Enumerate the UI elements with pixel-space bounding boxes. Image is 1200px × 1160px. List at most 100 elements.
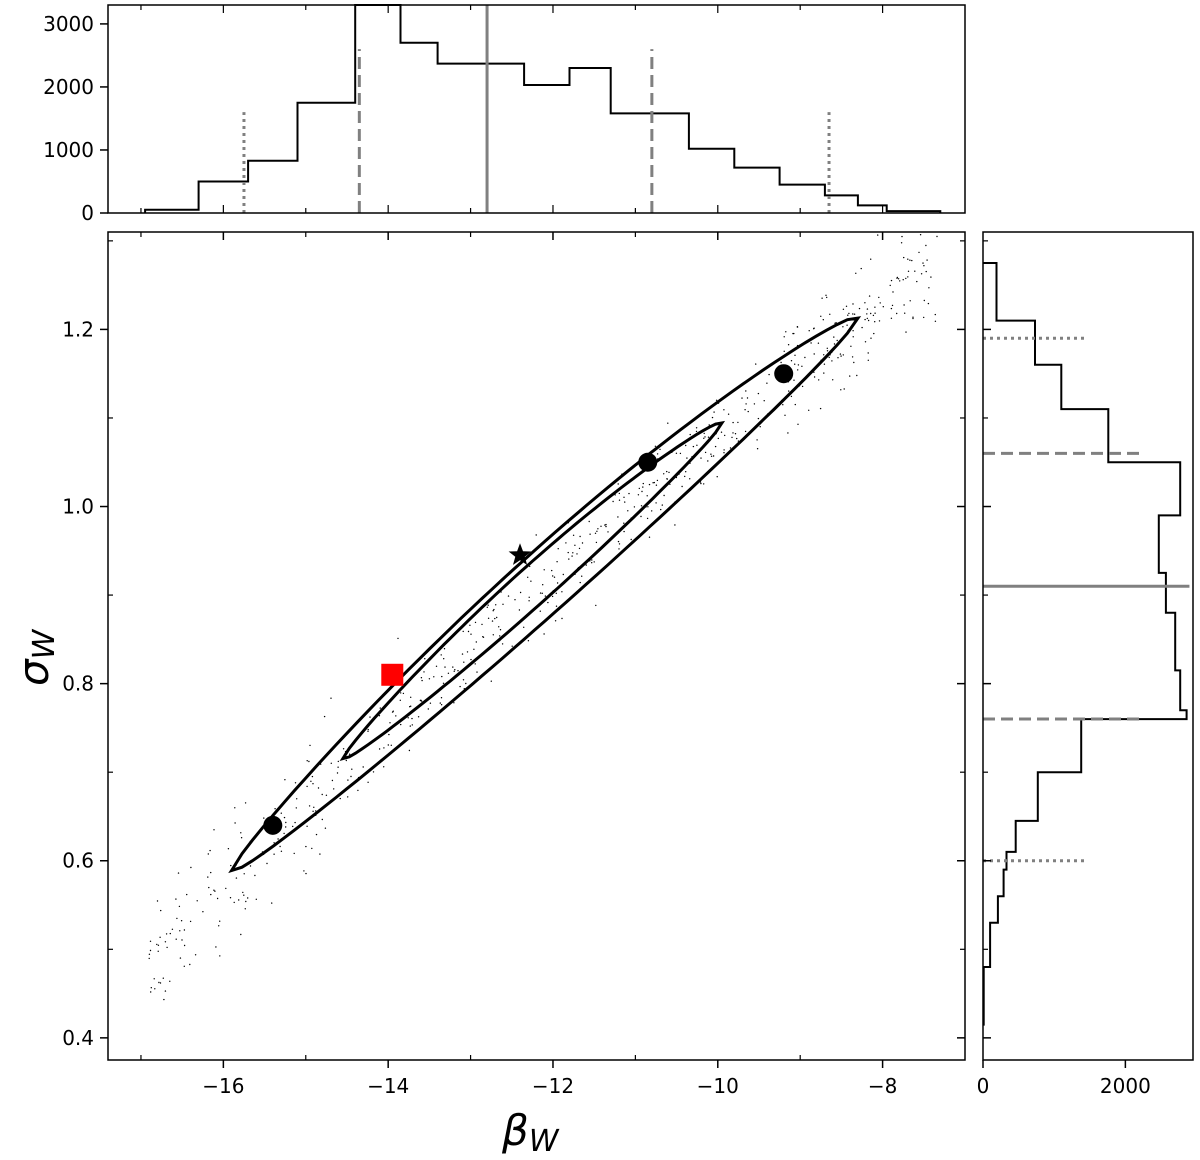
sample-point	[666, 478, 668, 480]
sample-point	[797, 369, 799, 371]
sample-point	[553, 576, 556, 578]
sample-point	[207, 876, 209, 878]
sample-point	[882, 306, 884, 308]
sample-point	[407, 717, 409, 719]
sample-point	[306, 785, 308, 788]
sample-point	[878, 296, 880, 299]
sample-point	[607, 531, 609, 533]
sample-point	[889, 284, 891, 287]
top-histogram-steps	[144, 4, 942, 213]
sample-point	[452, 666, 454, 668]
sample-point	[162, 977, 164, 979]
sample-point	[655, 484, 658, 486]
sample-point	[397, 637, 399, 640]
sample-point	[148, 953, 151, 955]
sample-point	[617, 483, 619, 485]
sample-point	[271, 902, 273, 904]
sample-point	[159, 936, 161, 938]
sample-point	[528, 596, 530, 598]
sample-point	[277, 838, 279, 840]
sample-point	[703, 432, 705, 435]
sample-point	[379, 707, 381, 709]
sample-point	[731, 436, 733, 439]
sample-point	[842, 308, 845, 310]
sample-point	[891, 304, 894, 307]
sample-point	[263, 817, 265, 819]
sample-point	[240, 832, 242, 834]
sample-point	[196, 900, 198, 902]
sample-point	[641, 490, 643, 493]
sample-point	[348, 753, 351, 755]
sample-point	[255, 898, 257, 900]
sample-point	[214, 890, 216, 892]
sample-point	[831, 360, 833, 362]
sample-point	[296, 798, 298, 800]
sample-point	[496, 616, 498, 619]
sample-point	[819, 407, 822, 410]
sample-point	[833, 336, 835, 338]
sample-point	[495, 604, 497, 606]
sample-point	[612, 500, 614, 503]
sample-point	[707, 460, 709, 462]
sample-point	[284, 779, 286, 781]
marker-circle	[263, 815, 283, 835]
y-tick-label: 0.4	[62, 1026, 94, 1050]
sample-point	[183, 929, 186, 931]
sample-point	[823, 363, 826, 365]
sample-point	[817, 342, 820, 344]
sample-point	[315, 810, 317, 812]
sample-point	[801, 365, 803, 367]
sample-point	[912, 316, 914, 318]
sample-point	[808, 330, 810, 332]
sample-point	[218, 925, 220, 927]
sample-point	[544, 595, 547, 597]
sample-point	[849, 375, 851, 377]
sample-point	[861, 326, 863, 329]
sample-point	[585, 564, 587, 566]
sample-point	[410, 705, 412, 707]
x-tick-label: −8	[868, 1074, 897, 1098]
sample-point	[402, 692, 405, 695]
x-axis-label: βW	[501, 1106, 560, 1159]
sample-point	[785, 331, 787, 333]
sample-point	[879, 302, 881, 304]
sample-point	[668, 471, 670, 474]
sample-point	[681, 485, 683, 488]
sample-point	[911, 259, 913, 262]
sample-point	[183, 944, 186, 947]
sample-point	[823, 372, 825, 374]
sample-point	[357, 789, 359, 792]
sample-point	[813, 376, 816, 378]
sample-point	[667, 422, 669, 424]
sample-point	[312, 783, 314, 785]
sample-point	[842, 326, 844, 328]
sample-point	[440, 697, 443, 699]
sample-point	[716, 476, 718, 478]
sample-point	[596, 530, 598, 532]
sample-point	[901, 235, 903, 238]
sample-point	[274, 808, 276, 810]
sample-point	[466, 651, 469, 653]
sample-point	[660, 508, 662, 511]
right-histogram-quantile-lines	[983, 336, 1190, 863]
sample-point	[530, 580, 532, 582]
sample-point	[306, 825, 308, 827]
top-y-tick-label: 1000	[43, 138, 94, 162]
sample-point	[229, 897, 232, 899]
sample-point	[763, 400, 765, 402]
sample-point	[567, 551, 569, 554]
sample-point	[934, 320, 937, 322]
sample-point	[576, 553, 578, 555]
sample-point	[794, 363, 796, 365]
sample-point	[427, 708, 429, 710]
sample-point	[474, 663, 476, 665]
sample-point	[490, 680, 492, 682]
sample-point	[907, 270, 910, 272]
sample-point	[873, 332, 875, 335]
sample-point	[864, 341, 867, 343]
sample-point	[551, 595, 554, 598]
sample-point	[461, 653, 464, 655]
sample-point	[588, 520, 590, 523]
sample-point	[870, 258, 872, 260]
sample-point	[579, 535, 581, 538]
